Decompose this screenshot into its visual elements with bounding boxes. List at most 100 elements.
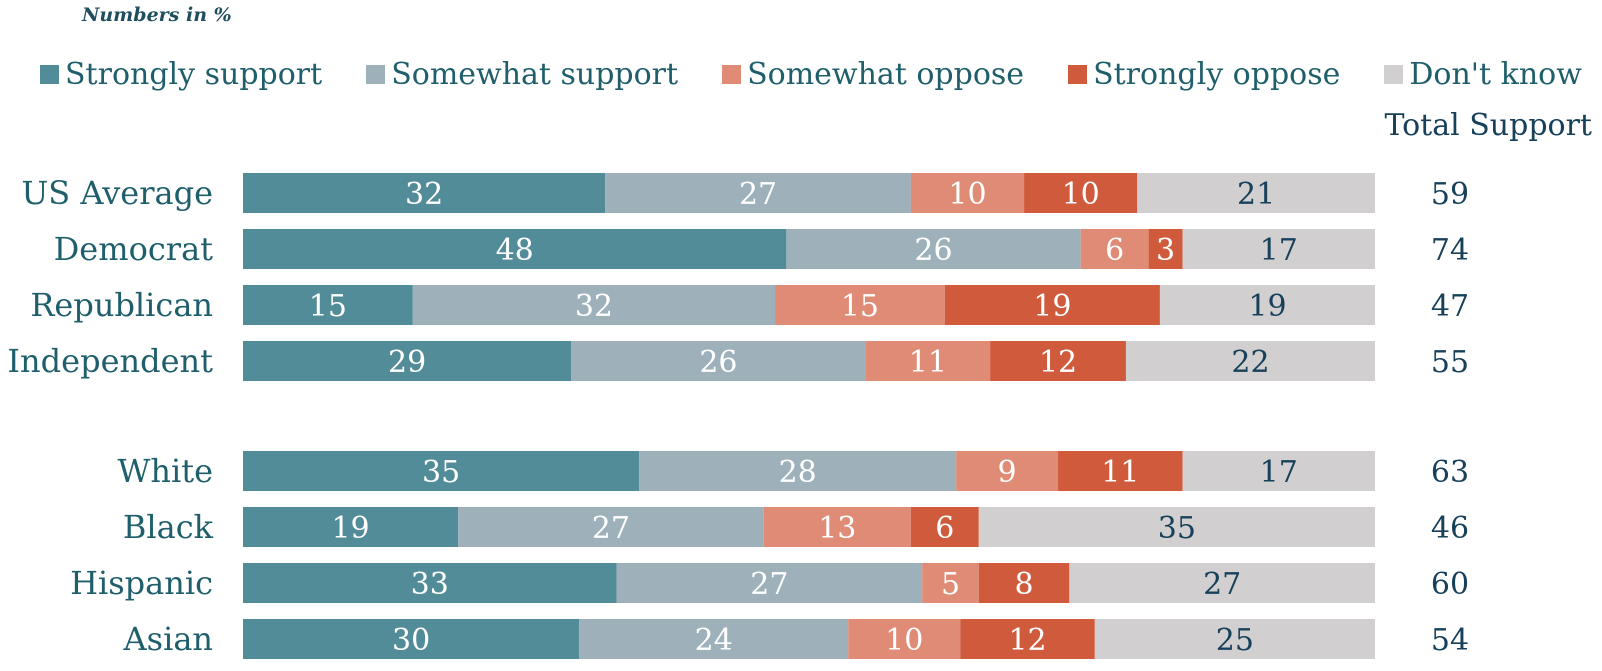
bar-asian-somewhat-oppose bbox=[848, 619, 961, 659]
legend-swatch bbox=[40, 64, 59, 84]
data-label-white-somewhat-support: 28 bbox=[779, 455, 817, 490]
data-label-democrat-somewhat-support: 26 bbox=[914, 233, 952, 268]
bar-black-don-t-know bbox=[978, 507, 1375, 547]
legend-item-somewhat-support: Somewhat support bbox=[366, 57, 678, 92]
bar-republican-strongly-oppose bbox=[944, 285, 1160, 325]
data-label-republican-somewhat-oppose: 15 bbox=[841, 289, 879, 324]
data-label-republican-strongly-oppose: 19 bbox=[1033, 289, 1071, 324]
data-label-democrat-strongly-oppose: 3 bbox=[1156, 233, 1175, 268]
bar-white-somewhat-support bbox=[639, 451, 957, 491]
data-label-independent-don-t-know: 22 bbox=[1231, 345, 1269, 380]
data-label-white-somewhat-oppose: 9 bbox=[998, 455, 1017, 490]
data-label-asian-strongly-support: 30 bbox=[392, 623, 430, 658]
category-label-white: White bbox=[117, 452, 213, 490]
bar-black-strongly-oppose bbox=[910, 507, 979, 547]
data-label-us-average-strongly-support: 32 bbox=[405, 177, 443, 212]
total-support-black: 46 bbox=[1431, 511, 1469, 546]
data-label-us-average-somewhat-support: 27 bbox=[739, 177, 777, 212]
category-label-hispanic: Hispanic bbox=[70, 564, 213, 602]
legend-swatch bbox=[722, 64, 742, 84]
category-label-republican: Republican bbox=[30, 286, 213, 324]
bar-us-average-don-t-know bbox=[1137, 173, 1375, 213]
total-support-us-average: 59 bbox=[1431, 177, 1469, 212]
legend-swatch bbox=[1384, 64, 1404, 84]
data-label-independent-strongly-oppose: 12 bbox=[1039, 345, 1077, 380]
data-label-us-average-strongly-oppose: 10 bbox=[1062, 177, 1100, 212]
category-label-independent: Independent bbox=[7, 342, 213, 380]
bar-white-strongly-support bbox=[243, 451, 640, 491]
data-label-white-strongly-support: 35 bbox=[422, 455, 460, 490]
data-label-democrat-don-t-know: 17 bbox=[1260, 233, 1298, 268]
bar-asian-strongly-support bbox=[243, 619, 580, 659]
data-label-asian-somewhat-support: 24 bbox=[695, 623, 733, 658]
data-label-black-don-t-know: 35 bbox=[1158, 511, 1196, 546]
legend-item-strongly-support: Strongly support bbox=[40, 57, 322, 92]
bar-independent-strongly-oppose bbox=[990, 341, 1126, 381]
data-label-democrat-somewhat-oppose: 6 bbox=[1105, 233, 1124, 268]
bar-independent-don-t-know bbox=[1125, 341, 1375, 381]
data-label-asian-strongly-oppose: 12 bbox=[1008, 623, 1046, 658]
data-label-hispanic-strongly-support: 33 bbox=[411, 567, 449, 602]
data-label-republican-strongly-support: 15 bbox=[309, 289, 347, 324]
legend-label: Somewhat support bbox=[391, 56, 679, 92]
bar-hispanic-don-t-know bbox=[1069, 563, 1375, 603]
bar-republican-don-t-know bbox=[1159, 285, 1375, 325]
data-label-white-strongly-oppose: 11 bbox=[1101, 455, 1139, 490]
legend-label: Don't know bbox=[1409, 56, 1582, 92]
category-label-asian: Asian bbox=[123, 620, 213, 658]
bar-hispanic-strongly-support bbox=[243, 563, 617, 603]
legend-item-somewhat-oppose: Somewhat oppose bbox=[722, 57, 1024, 92]
legend: Strongly support Somewhat support Somewhat… bbox=[40, 54, 1582, 94]
data-label-independent-somewhat-oppose: 11 bbox=[909, 345, 947, 380]
data-label-asian-somewhat-oppose: 10 bbox=[885, 623, 923, 658]
total-support-democrat: 74 bbox=[1431, 233, 1469, 268]
data-label-independent-strongly-support: 29 bbox=[388, 345, 426, 380]
data-label-hispanic-strongly-oppose: 8 bbox=[1015, 567, 1034, 602]
data-label-white-don-t-know: 17 bbox=[1260, 455, 1298, 490]
legend-swatch bbox=[366, 64, 386, 84]
bar-asian-somewhat-support bbox=[579, 619, 849, 659]
bar-democrat-don-t-know bbox=[1182, 229, 1375, 269]
bar-black-somewhat-support bbox=[458, 507, 764, 547]
legend-label: Strongly oppose bbox=[1093, 56, 1341, 92]
bar-us-average-somewhat-support bbox=[605, 173, 911, 213]
data-label-democrat-strongly-support: 48 bbox=[496, 233, 534, 268]
bar-democrat-strongly-support bbox=[243, 229, 787, 269]
bar-black-somewhat-oppose bbox=[763, 507, 911, 547]
data-label-us-average-don-t-know: 21 bbox=[1237, 177, 1275, 212]
bar-us-average-strongly-support bbox=[243, 173, 606, 213]
bar-hispanic-strongly-oppose bbox=[978, 563, 1070, 603]
bar-democrat-somewhat-oppose bbox=[1080, 229, 1149, 269]
bar-white-strongly-oppose bbox=[1058, 451, 1183, 491]
data-label-black-strongly-oppose: 6 bbox=[935, 511, 954, 546]
legend-item-don-t-know: Don't know bbox=[1384, 57, 1582, 92]
bar-independent-somewhat-support bbox=[571, 341, 866, 381]
bar-democrat-strongly-oppose bbox=[1148, 229, 1183, 269]
data-label-hispanic-somewhat-oppose: 5 bbox=[941, 567, 960, 602]
bar-republican-somewhat-support bbox=[412, 285, 776, 325]
bar-independent-somewhat-oppose bbox=[865, 341, 991, 381]
bar-white-don-t-know bbox=[1182, 451, 1375, 491]
bar-democrat-somewhat-support bbox=[786, 229, 1081, 269]
bar-white-somewhat-oppose bbox=[956, 451, 1059, 491]
bar-asian-don-t-know bbox=[1094, 619, 1375, 659]
bar-asian-strongly-oppose bbox=[960, 619, 1095, 659]
data-label-black-strongly-support: 19 bbox=[331, 511, 369, 546]
data-label-asian-don-t-know: 25 bbox=[1216, 623, 1254, 658]
bar-hispanic-somewhat-oppose bbox=[922, 563, 979, 603]
data-label-black-somewhat-support: 27 bbox=[592, 511, 630, 546]
total-support-hispanic: 60 bbox=[1431, 567, 1469, 602]
bar-us-average-somewhat-oppose bbox=[910, 173, 1025, 213]
bar-republican-strongly-support bbox=[243, 285, 413, 325]
total-support-independent: 55 bbox=[1431, 345, 1469, 380]
bar-hispanic-somewhat-support bbox=[616, 563, 923, 603]
total-support-asian: 54 bbox=[1431, 623, 1469, 658]
category-label-us-average: US Average bbox=[21, 174, 213, 212]
category-label-democrat: Democrat bbox=[54, 230, 214, 268]
legend-swatch bbox=[1068, 64, 1088, 84]
data-label-republican-don-t-know: 19 bbox=[1248, 289, 1286, 324]
legend-label: Somewhat oppose bbox=[747, 56, 1025, 92]
data-label-us-average-somewhat-oppose: 10 bbox=[948, 177, 986, 212]
legend-label: Strongly support bbox=[65, 56, 323, 92]
